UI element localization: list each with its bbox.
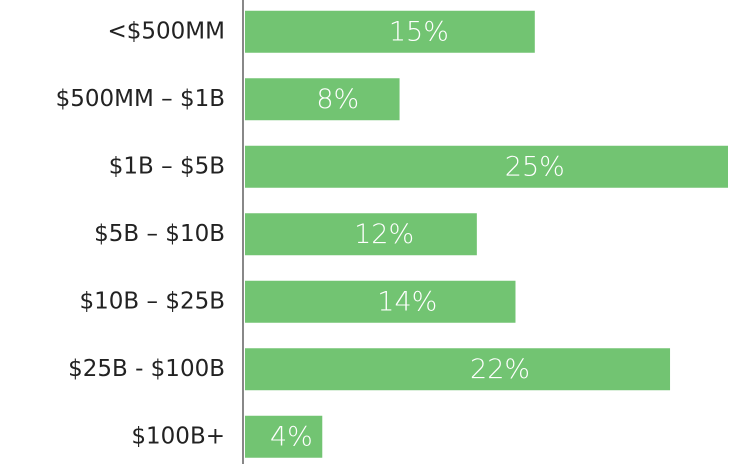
value-label: 8%: [316, 84, 359, 115]
value-label: 4%: [270, 421, 313, 452]
bar: [245, 280, 516, 323]
value-label: 22%: [470, 354, 530, 385]
bar: [245, 348, 671, 391]
value-label: 15%: [389, 16, 449, 47]
category-label: <$500MM: [108, 18, 226, 44]
bar: [245, 213, 477, 256]
bar: [245, 78, 400, 121]
value-label: 14%: [377, 286, 437, 317]
category-label: $500MM – $1B: [56, 86, 225, 112]
bar: [245, 145, 728, 188]
category-label: $100B+: [131, 423, 225, 449]
bar: [245, 10, 535, 53]
category-label: $1B – $5B: [109, 153, 225, 179]
category-label: $10B – $25B: [80, 288, 225, 314]
value-label: 25%: [505, 151, 565, 182]
value-label: 12%: [354, 219, 414, 250]
category-label: $25B - $100B: [68, 356, 225, 382]
category-label: $5B – $10B: [94, 221, 225, 247]
bar: [245, 415, 323, 458]
